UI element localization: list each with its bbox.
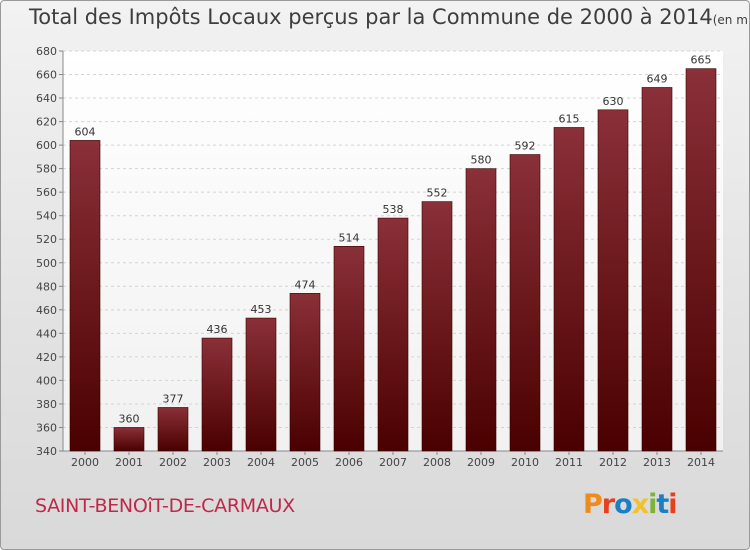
bar [553,127,585,452]
y-tick-label: 660 [36,69,57,82]
bar-value-label: 377 [163,392,184,405]
logo-letter: o [614,489,633,520]
y-tick-label: 540 [36,210,57,223]
x-tick-label: 2013 [643,456,671,469]
bar-value-label: 453 [251,303,272,316]
bar [641,87,673,452]
bar-value-label: 649 [647,72,668,85]
bar-value-label: 360 [119,412,140,425]
bar-value-label: 615 [559,112,580,125]
x-tick-label: 2005 [291,456,319,469]
y-tick-label: 500 [36,257,57,270]
x-tick-label: 2012 [599,456,627,469]
y-tick-label: 420 [36,351,57,364]
logo-letter: i [648,489,657,520]
proxiti-logo: Proxiti [583,489,678,520]
bar [597,109,629,452]
commune-name: SAINT-BENOîT-DE-CARMAUX [35,495,295,517]
bar [685,68,717,452]
bar-value-label: 436 [207,323,228,336]
y-tick-label: 580 [36,163,57,176]
logo-letter: i [668,489,677,520]
bar-value-label: 592 [515,140,536,153]
bar-value-label: 665 [691,54,712,67]
chart-title: Total des Impôts Locaux perçus par la Co… [29,5,713,29]
bar [333,245,365,452]
x-tick-label: 2008 [423,456,451,469]
bar [113,427,145,452]
bar-value-label: 630 [603,95,624,108]
y-tick-label: 640 [36,92,57,105]
bar [69,140,101,452]
logo-letter: P [583,489,603,520]
bar-value-label: 580 [471,154,492,167]
x-tick-label: 2011 [555,456,583,469]
bar [201,337,233,452]
x-tick-label: 2004 [247,456,275,469]
x-tick-label: 2001 [115,456,143,469]
y-tick-label: 520 [36,233,57,246]
y-tick-label: 460 [36,304,57,317]
bar [509,154,541,452]
x-tick-label: 2009 [467,456,495,469]
x-tick-label: 2002 [159,456,187,469]
y-tick-label: 480 [36,280,57,293]
bar [421,201,453,452]
x-tick-label: 2000 [71,456,99,469]
y-tick-label: 620 [36,116,57,129]
logo-letter: t [656,489,669,520]
x-tick-label: 2007 [379,456,407,469]
y-tick-label: 680 [36,45,57,58]
y-tick-label: 560 [36,186,57,199]
bar [289,293,321,452]
unit-note: (en milliers d'€) [712,13,750,27]
chart-title-block: Total des Impôts Locaux perçus par la Co… [29,5,750,29]
bar-value-label: 604 [75,125,96,138]
bar-value-label: 474 [295,278,316,291]
bar-value-label: 552 [427,187,448,200]
x-tick-label: 2010 [511,456,539,469]
bar [157,407,189,452]
y-tick-label: 360 [36,421,57,434]
x-tick-label: 2014 [687,456,715,469]
bar [377,217,409,452]
logo-letter: x [631,489,649,520]
x-tick-label: 2006 [335,456,363,469]
y-tick-label: 400 [36,374,57,387]
y-tick-label: 440 [36,327,57,340]
logo-letter: r [601,489,615,520]
bar-value-label: 514 [339,231,360,244]
bar [245,317,277,452]
y-tick-label: 340 [36,445,57,458]
y-tick-label: 380 [36,398,57,411]
x-tick-label: 2003 [203,456,231,469]
bar [465,168,497,452]
y-tick-label: 600 [36,139,57,152]
bar-value-label: 538 [383,203,404,216]
